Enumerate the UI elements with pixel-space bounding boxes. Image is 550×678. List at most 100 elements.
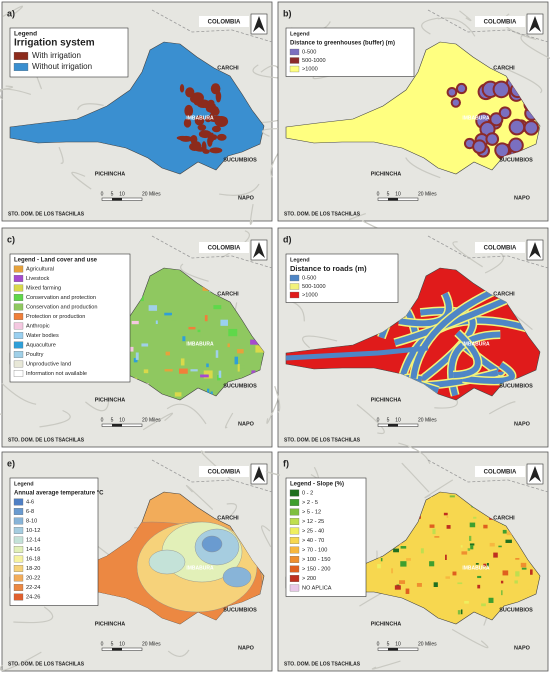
legend-box: [9, 477, 99, 606]
border: [151, 459, 273, 493]
scale-label: 10: [119, 417, 125, 423]
slope-patch: [460, 545, 463, 548]
relief: [459, 10, 472, 22]
place-label: PICHINCHA: [371, 621, 402, 627]
map-panel: COLOMBIA CARCHI IMBABURA SUCUMBIOS PICHINCHA…: [265, 442, 549, 672]
slope-patch: [506, 531, 512, 536]
slope-patch: [434, 536, 440, 538]
slope-patch: [457, 582, 463, 585]
legend-swatch: [289, 556, 300, 563]
slope-patch: [445, 576, 450, 579]
legend-label: Conservation and production: [26, 304, 98, 310]
road-buffer: [286, 345, 429, 361]
legend-swatch: [289, 508, 300, 516]
legend-swatch: [13, 546, 24, 553]
slope-patch: [488, 597, 494, 603]
landuse-patch: [206, 363, 209, 368]
landuse-patch: [236, 365, 246, 369]
landuse-patch: [164, 312, 172, 316]
slope-patch: [460, 609, 463, 615]
scale-label: 10: [119, 191, 125, 197]
legend-title: Annual average temperature °C: [14, 491, 104, 497]
relief: [221, 230, 250, 259]
slope-patch: [399, 580, 406, 584]
place-label: SUCUMBIOS: [499, 383, 533, 389]
isotherm-zone: [148, 549, 186, 575]
legend-label: Poultry: [26, 352, 44, 358]
legend-heading: Legend: [14, 481, 34, 487]
scale-bar: [112, 198, 122, 201]
slope-patch: [481, 603, 486, 607]
landuse-patch: [148, 305, 158, 311]
landuse-patch: [178, 368, 188, 374]
legend-swatch: [289, 575, 300, 582]
slope-patch: [501, 590, 503, 596]
legend-heading: Legend: [290, 257, 310, 263]
relief: [39, 409, 71, 428]
place-label: SUCUMBIOS: [499, 157, 533, 163]
slope-patch: [502, 570, 509, 576]
place-label: SUCUMBIOS: [223, 607, 257, 613]
legend-swatch: [13, 565, 24, 572]
landuse-patch: [141, 343, 149, 347]
scale-label: 0: [101, 641, 104, 647]
irrigated-area: [198, 130, 212, 139]
landuse-patch: [255, 345, 264, 353]
relief: [166, 403, 207, 425]
panel-label: e): [7, 458, 15, 468]
legend-box: [285, 27, 415, 77]
slope-patch: [486, 563, 489, 567]
buffer-inner: [448, 88, 456, 96]
legend-label: Agricultural: [26, 266, 54, 272]
legend-label: 500-1000: [302, 58, 326, 64]
country-label: COLOMBIA: [484, 470, 517, 476]
landuse-patch: [215, 350, 219, 358]
legend-swatch: [13, 574, 24, 582]
landuse-patch: [190, 369, 198, 372]
slope-patch: [493, 552, 498, 558]
place-label: CARCHI: [217, 65, 239, 71]
slope-patch: [432, 528, 436, 535]
legend-swatch: [13, 313, 24, 320]
legend-swatch: [13, 332, 24, 339]
landuse-patch: [228, 328, 238, 337]
place-label: CARCHI: [217, 291, 239, 297]
country-label: COLOMBIA: [484, 246, 517, 252]
irrigated-area: [179, 84, 185, 93]
relief: [77, 103, 104, 111]
legend-label: > 200: [302, 576, 316, 582]
landuse-patch: [157, 378, 167, 386]
relief: [451, 628, 489, 649]
slope-patch: [477, 584, 481, 589]
relief: [186, 484, 214, 510]
relief: [180, 263, 209, 282]
slope-patch: [470, 544, 474, 550]
landuse-patch: [197, 329, 201, 333]
legend-swatch: [13, 52, 29, 61]
relief: [452, 241, 483, 268]
landuse-patch: [237, 349, 244, 354]
legend-label: 10-12: [26, 528, 40, 534]
relief: [71, 171, 92, 190]
place-label: IMBABURA: [462, 565, 490, 571]
landuse-patch: [139, 296, 144, 302]
relief: [348, 212, 366, 221]
slope-patch: [461, 551, 468, 555]
slope-patch: [433, 582, 438, 587]
country-label-box: [199, 466, 249, 477]
legend-label: Aquaculture: [26, 342, 56, 348]
legend-label: NO APLICA: [302, 585, 332, 591]
landuse-patch: [207, 388, 210, 395]
legend-label: Protection or production: [26, 314, 85, 320]
slope-patch: [452, 571, 457, 576]
irrigated-area: [210, 83, 221, 95]
landuse-patch: [143, 369, 149, 374]
border: [151, 9, 273, 43]
north-arrow: [253, 242, 265, 258]
legend-label: 0-500: [302, 49, 316, 55]
buffer-inner: [452, 99, 459, 106]
landuse-patch: [182, 336, 186, 342]
place-label: SUCUMBIOS: [223, 157, 257, 163]
irrigated-area: [197, 124, 207, 131]
